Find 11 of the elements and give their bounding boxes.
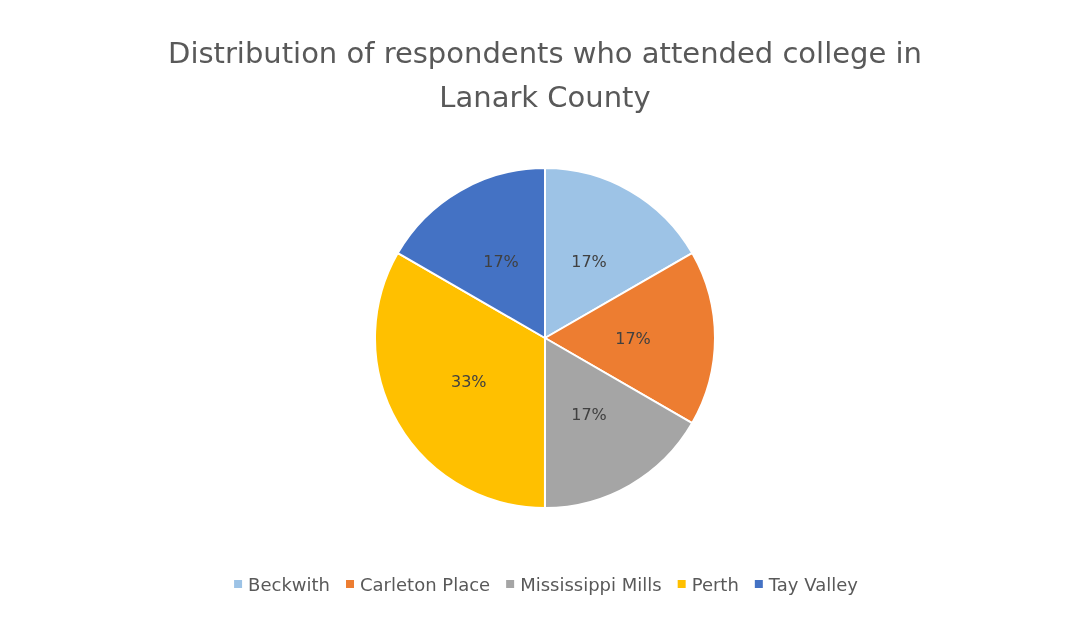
legend-label: Tay Valley — [767, 573, 859, 595]
legend-label: Perth — [691, 573, 739, 595]
data-label: 17% — [571, 404, 607, 424]
legend-label: Mississippi Mills — [520, 573, 662, 595]
legend-label: Carleton Place — [360, 573, 491, 595]
chart-title: Distribution of respondents who attended college in Lanark County — [168, 36, 922, 114]
data-label: 33% — [451, 372, 487, 392]
data-label: 17% — [615, 328, 651, 348]
legend-label: Beckwith — [248, 573, 331, 595]
data-label: 17% — [483, 252, 519, 272]
data-label: 17% — [571, 252, 607, 272]
